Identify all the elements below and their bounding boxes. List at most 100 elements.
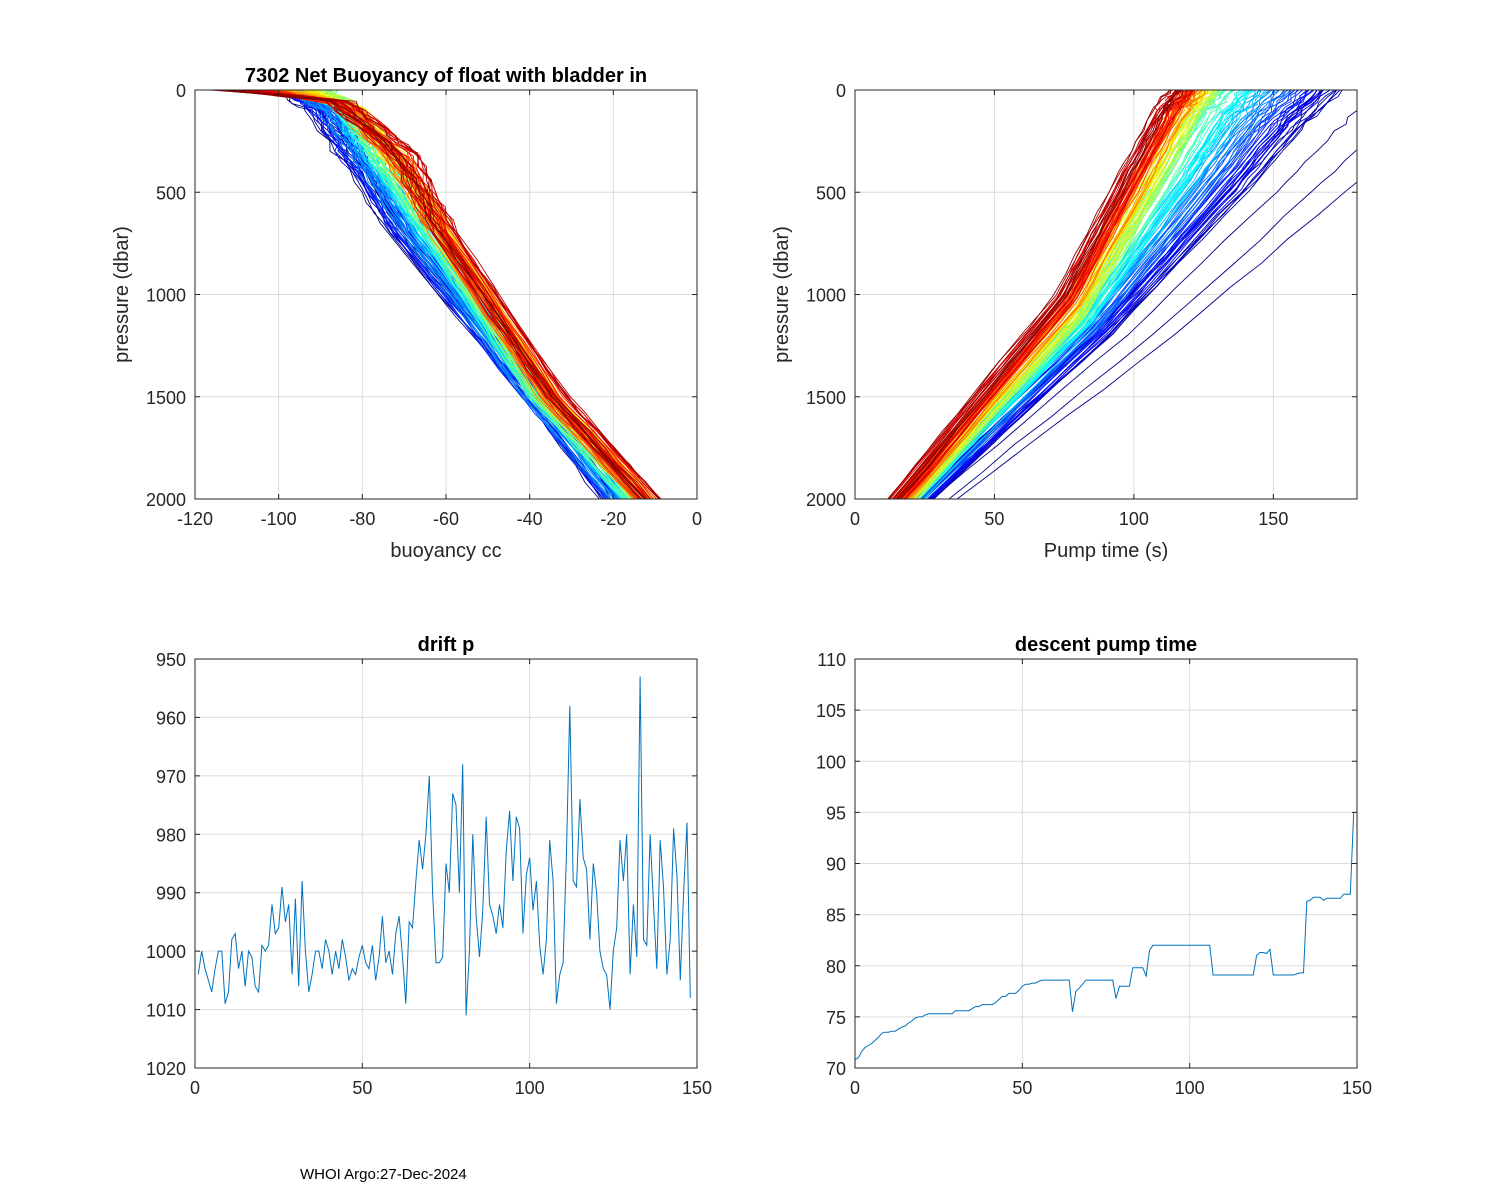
x-axis-label: Pump time (s) (1044, 540, 1168, 562)
y-tick-label: 1000 (806, 286, 846, 306)
y-tick-label: 1000 (146, 942, 186, 962)
x-tick-label: 50 (1012, 1078, 1032, 1098)
profile-line (908, 90, 1199, 499)
x-tick-label: -100 (261, 509, 297, 529)
profile-line (891, 90, 1176, 499)
y-tick-label: 1010 (146, 1001, 186, 1021)
axes-box (194, 658, 698, 1069)
x-tick-label: -40 (517, 509, 543, 529)
drift-p-axes: 0 50 100 150 950 960 970 980 990 1000 1010 1020 drif… (146, 634, 712, 1098)
x-tick-label: 50 (352, 1078, 372, 1098)
y-tick-label: 70 (826, 1059, 846, 1079)
profile-line (910, 90, 1206, 499)
x-tick-label: 100 (1175, 1078, 1205, 1098)
profile-line (919, 90, 1232, 499)
profile-line (912, 90, 1260, 499)
profile-line (904, 90, 1195, 499)
x-tick-label: 100 (515, 1078, 545, 1098)
profile-line (291, 90, 612, 499)
profile-line (930, 90, 1341, 499)
profile-line (932, 109, 1357, 499)
y-tick-label: 960 (156, 708, 186, 728)
y-tick-label: 0 (176, 81, 186, 101)
profile-line (905, 90, 1194, 499)
x-tick-label: 100 (1119, 509, 1149, 529)
y-tick-label: 500 (816, 183, 846, 203)
profile-line (927, 90, 1308, 499)
chart-title: descent pump time (1015, 634, 1197, 656)
profile-line (922, 90, 1280, 499)
buoyancy-axes: -120 -100 -80 -60 -40 -20 0 0 500 1000 1500 2000 730… (111, 65, 702, 562)
profile-line (918, 90, 1252, 499)
data-series-line (197, 676, 691, 1016)
x-tick-label: 150 (1258, 509, 1288, 529)
y-tick-label: 1000 (146, 286, 186, 306)
x-tick-label: 50 (984, 509, 1004, 529)
profile-line (920, 90, 1310, 499)
y-tick-label: 85 (826, 906, 846, 926)
y-tick-label: 970 (156, 767, 186, 787)
y-tick-label: 95 (826, 803, 846, 823)
profile-line (888, 90, 1171, 499)
chart-title: drift p (418, 634, 475, 656)
x-tick-label: -80 (349, 509, 375, 529)
y-tick-label: 105 (816, 701, 846, 721)
y-tick-label: 1500 (146, 388, 186, 408)
profile-line (933, 90, 1338, 499)
profile-line (233, 90, 651, 499)
profile-line (913, 90, 1214, 499)
y-tick-label: 500 (156, 183, 186, 203)
y-tick-label: 100 (816, 752, 846, 772)
profile-line (922, 90, 1295, 499)
x-tick-label: 150 (1342, 1078, 1372, 1098)
profile-line (896, 90, 1179, 499)
profile-line (917, 90, 1244, 499)
y-tick-label: 2000 (146, 490, 186, 510)
profile-line (923, 90, 1266, 499)
x-axis-label: buoyancy cc (390, 540, 501, 562)
y-tick-label: 110 (817, 650, 846, 670)
x-tick-label: -120 (177, 509, 213, 529)
y-tick-label: 2000 (806, 490, 846, 510)
y-tick-label: 80 (826, 957, 846, 977)
profile-line (917, 90, 1217, 499)
descent-pump-axes: 0 50 100 150 70 75 80 85 90 95 100 105 110 descent pu… (816, 634, 1372, 1098)
profile-line (915, 90, 1257, 499)
y-tick-label: 1500 (806, 388, 846, 408)
y-tick-label: 980 (156, 825, 186, 845)
profile-line (956, 181, 1357, 499)
footer-stamp: WHOI Argo:27-Dec-2024 (300, 1166, 467, 1183)
profile-line (948, 149, 1357, 499)
profile-line (897, 90, 1183, 499)
profile-line (901, 90, 1188, 499)
profile-line (298, 90, 617, 499)
x-tick-label: 0 (692, 509, 702, 529)
profile-line (899, 90, 1184, 499)
profile-line (928, 90, 1318, 499)
x-tick-label: -20 (600, 509, 626, 529)
profile-line (905, 90, 1195, 499)
profile-line (923, 90, 1300, 499)
profile-line (924, 90, 1287, 499)
y-tick-label: 990 (156, 884, 186, 904)
profile-line (917, 90, 1221, 499)
x-tick-label: -60 (433, 509, 459, 529)
profile-line (291, 90, 611, 499)
profile-line (917, 90, 1222, 499)
chart-title: 7302 Net Buoyancy of float with bladder … (245, 65, 647, 87)
x-tick-label: 150 (682, 1078, 712, 1098)
profile-line (929, 90, 1324, 499)
data-series-line (855, 812, 1355, 1061)
y-axis-label: pressure (dbar) (111, 226, 133, 363)
y-tick-label: 75 (826, 1008, 846, 1028)
profile-line (918, 90, 1254, 499)
x-tick-label: 0 (850, 1078, 860, 1098)
profile-line (222, 90, 645, 499)
y-tick-label: 90 (826, 855, 846, 875)
x-tick-label: 0 (190, 1078, 200, 1098)
y-axis-label: pressure (dbar) (771, 226, 793, 363)
profile-line (912, 90, 1232, 499)
y-tick-label: 1020 (146, 1059, 186, 1079)
